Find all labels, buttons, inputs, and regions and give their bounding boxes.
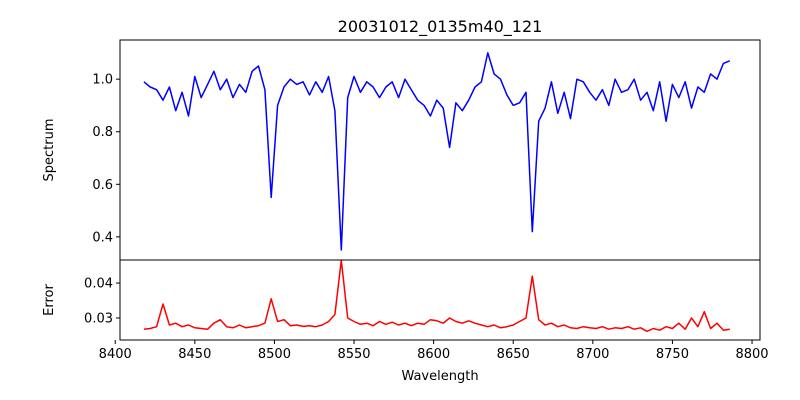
y-tick-label: 0.04: [84, 277, 113, 292]
y-tick-label: 1.0: [92, 73, 113, 88]
x-tick-label: 8700: [576, 347, 609, 362]
error-line: [143, 259, 730, 333]
x-tick-label: 8400: [99, 347, 132, 362]
spectrum-y-label: Spectrum: [42, 119, 57, 182]
spectrum-line: [143, 52, 731, 251]
y-tick-label: 0.8: [92, 125, 113, 140]
x-tick-label: 8750: [656, 347, 689, 362]
y-tick-label: 0.4: [92, 230, 113, 245]
y-tick-label: 0.03: [84, 311, 113, 326]
x-axis-label: Wavelength: [401, 369, 478, 384]
axes-frame: [119, 39, 761, 261]
x-tick-label: 8550: [337, 347, 370, 362]
error-y-label: Error: [42, 284, 57, 316]
x-tick-label: 8600: [417, 347, 450, 362]
x-tick-label: 8800: [735, 347, 768, 362]
chart-title: 20031012_0135m40_121: [338, 17, 543, 37]
x-tick-label: 8500: [258, 347, 291, 362]
x-tick-label: 8450: [178, 347, 211, 362]
axes-frame: [119, 259, 761, 341]
error-axes: 0.03 0.04 8400 8450 8500 8550 8600 8650 8700 8750…: [84, 259, 769, 362]
spectrum-axes: 0.4 0.6 0.8 1.0: [92, 39, 761, 261]
x-tick-label: 8650: [497, 347, 530, 362]
y-tick-label: 0.6: [92, 178, 113, 193]
